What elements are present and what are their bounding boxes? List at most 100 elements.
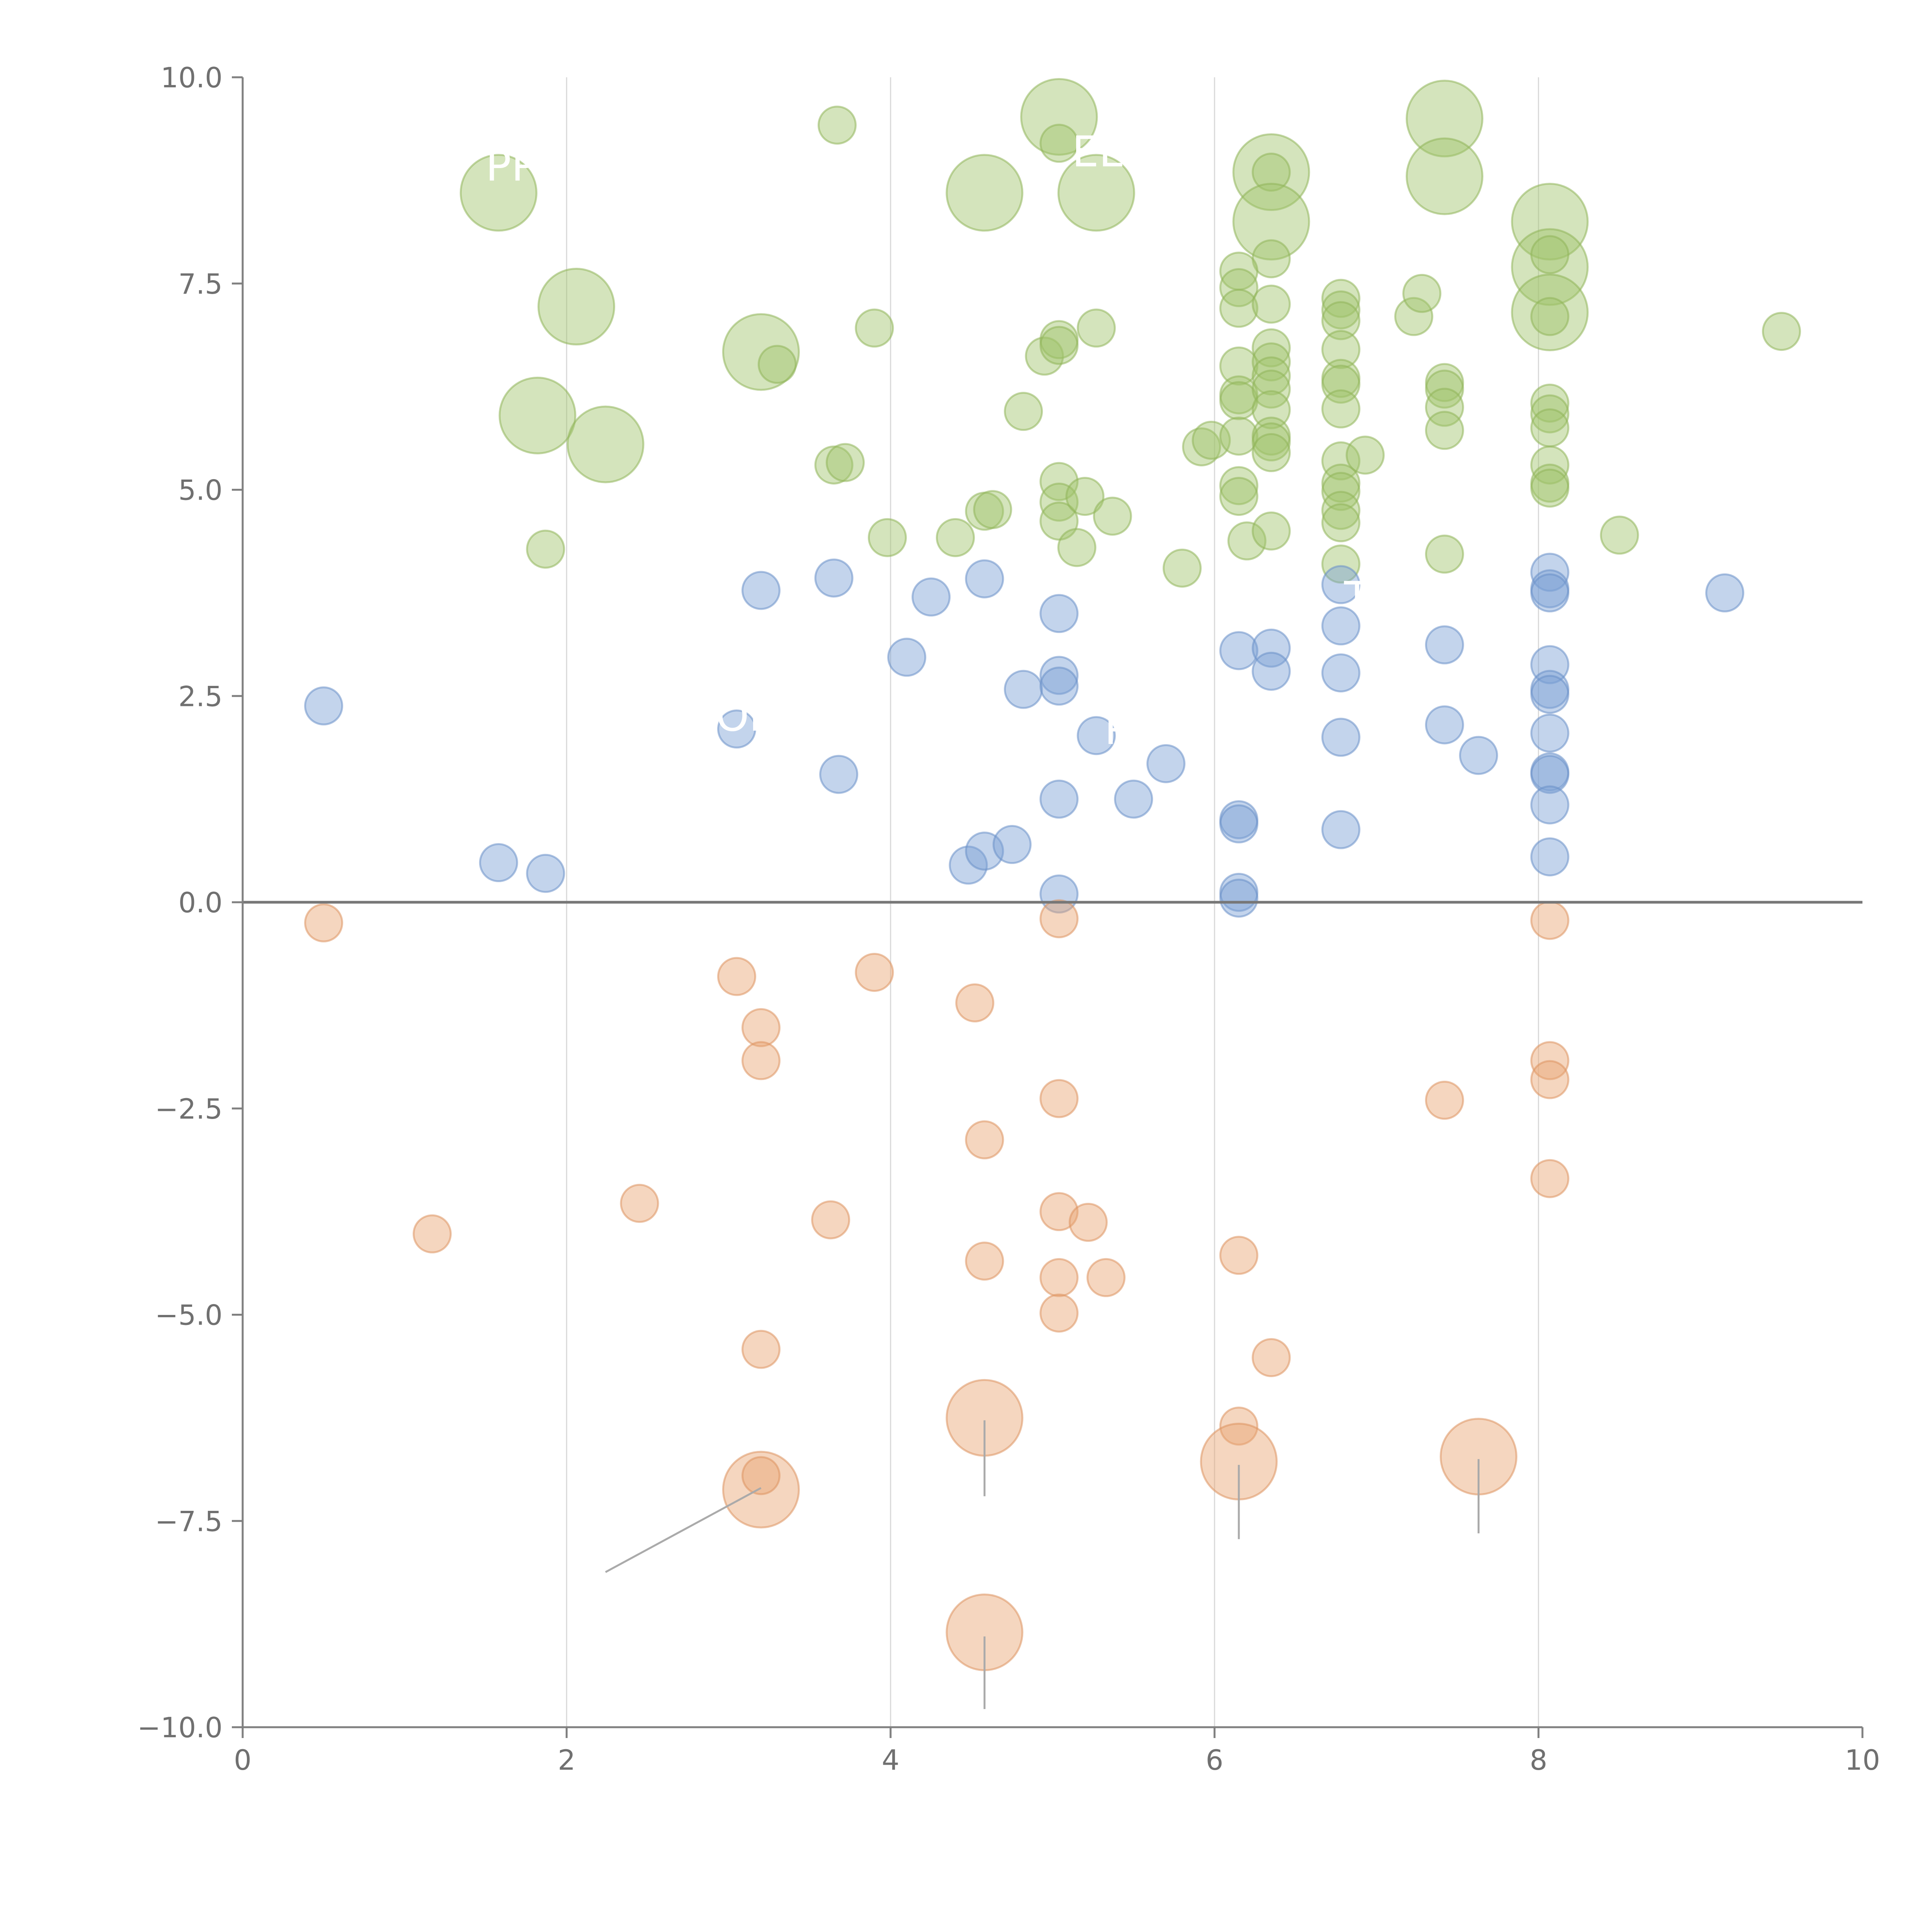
green-bubble <box>1093 497 1132 536</box>
green-bubble <box>1345 435 1385 475</box>
blue-bubble <box>1530 785 1570 825</box>
orange-bubble <box>304 903 344 942</box>
green-bubble <box>757 345 797 384</box>
blue-bubble <box>1530 837 1570 877</box>
green-bubble <box>817 105 857 145</box>
annotation-label: EL <box>1072 127 1122 177</box>
blue-bubble <box>717 709 757 749</box>
green-bubble <box>1252 422 1291 462</box>
blue-bubble <box>479 843 518 883</box>
orange-bubble <box>741 1330 781 1369</box>
orange-bubble <box>1039 899 1079 939</box>
orange-bubble <box>741 1456 781 1495</box>
orange-bubble <box>965 1242 1004 1281</box>
green-bubble <box>1321 463 1361 503</box>
blue-bubble <box>1321 606 1361 646</box>
y-tick-label: 0.0 <box>178 886 223 919</box>
blue-bubble <box>1114 779 1153 819</box>
green-bubble <box>1219 417 1259 456</box>
orange-bubble <box>855 952 894 992</box>
x-tick-label: 0 <box>234 1744 252 1776</box>
blue-bubble <box>1530 553 1570 592</box>
blue-bubble <box>949 845 988 885</box>
orange-bubble <box>1252 1338 1291 1378</box>
green-bubble <box>1321 301 1361 340</box>
green-bubble <box>814 445 854 485</box>
blue-bubble <box>741 571 781 610</box>
orange-bubble <box>1068 1202 1108 1242</box>
green-bubble <box>1219 346 1259 386</box>
blue-bubble <box>1039 779 1079 819</box>
orange-bubble <box>1039 1192 1079 1231</box>
blue-bubble <box>1425 625 1464 665</box>
blue-bubble <box>1530 755 1570 794</box>
green-bubble <box>1252 153 1291 192</box>
blue-bubble <box>1530 675 1570 714</box>
green-bubble <box>1232 133 1310 211</box>
orange-bubble <box>741 1008 781 1048</box>
y-tick-label: 2.5 <box>178 680 223 713</box>
green-bubble <box>1039 326 1079 365</box>
orange-bubble <box>965 1120 1004 1160</box>
green-bubble <box>1252 342 1291 382</box>
x-tick-label: 6 <box>1206 1744 1223 1776</box>
green-bubble <box>1219 477 1259 516</box>
green-bubble <box>1402 274 1442 313</box>
green-bubble <box>1321 279 1361 318</box>
orange-bubble <box>1530 1159 1570 1198</box>
green-bubble <box>1004 392 1043 431</box>
green-bubble <box>935 518 975 557</box>
green-bubble <box>1425 411 1464 450</box>
blue-bubble <box>1530 573 1570 612</box>
green-bubble <box>1219 466 1259 505</box>
blue-bubble <box>1321 653 1361 692</box>
orange-bubble <box>741 1041 781 1080</box>
green-bubble <box>1252 328 1291 367</box>
annotation-label: TH <box>1344 572 1402 622</box>
blue-bubble <box>304 686 344 726</box>
annotation-label: PO <box>1104 704 1163 754</box>
x-tick-label: 8 <box>1530 1744 1548 1776</box>
green-bubble <box>973 490 1012 529</box>
blue-bubble <box>1219 804 1259 844</box>
green-bubble <box>1252 369 1291 409</box>
green-bubble <box>1530 408 1570 447</box>
green-bubble <box>459 154 537 232</box>
green-bubble <box>1321 503 1361 543</box>
green-bubble <box>1511 228 1589 306</box>
orange-bubble <box>1039 1258 1079 1297</box>
blue-bubble <box>1530 713 1570 753</box>
blue-bubble <box>912 577 951 617</box>
blue-bubble <box>1039 667 1079 706</box>
blue-bubble <box>1321 718 1361 757</box>
green-bubble <box>1511 273 1589 351</box>
green-bubble <box>1219 268 1259 307</box>
blue-bubble <box>526 854 565 893</box>
blue-bubble <box>1252 628 1291 668</box>
green-bubble <box>1252 433 1291 472</box>
x-tick-label: 10 <box>1845 1744 1880 1776</box>
y-tick-label: 5.0 <box>178 474 223 507</box>
green-bubble <box>1530 297 1570 336</box>
green-bubble <box>1511 183 1589 261</box>
green-bubble <box>537 268 616 346</box>
green-bubble <box>1394 297 1434 336</box>
green-bubble <box>1252 284 1291 324</box>
orange-bubble <box>620 1184 659 1223</box>
green-bubble <box>867 518 907 557</box>
green-bubble <box>566 405 645 483</box>
blue-bubble <box>814 558 854 598</box>
green-bubble <box>946 154 1024 232</box>
green-bubble <box>1252 356 1291 396</box>
blue-bubble <box>1146 744 1185 783</box>
green-bubble <box>1530 394 1570 434</box>
orange-bubble <box>1086 1258 1126 1297</box>
green-bubble <box>722 313 800 391</box>
green-bubble <box>1020 78 1098 156</box>
green-bubble <box>1232 183 1310 261</box>
green-bubble <box>1219 289 1259 328</box>
orange-bubble <box>1219 1406 1259 1446</box>
orange-bubble <box>1530 901 1570 940</box>
green-bubble <box>1321 290 1361 330</box>
